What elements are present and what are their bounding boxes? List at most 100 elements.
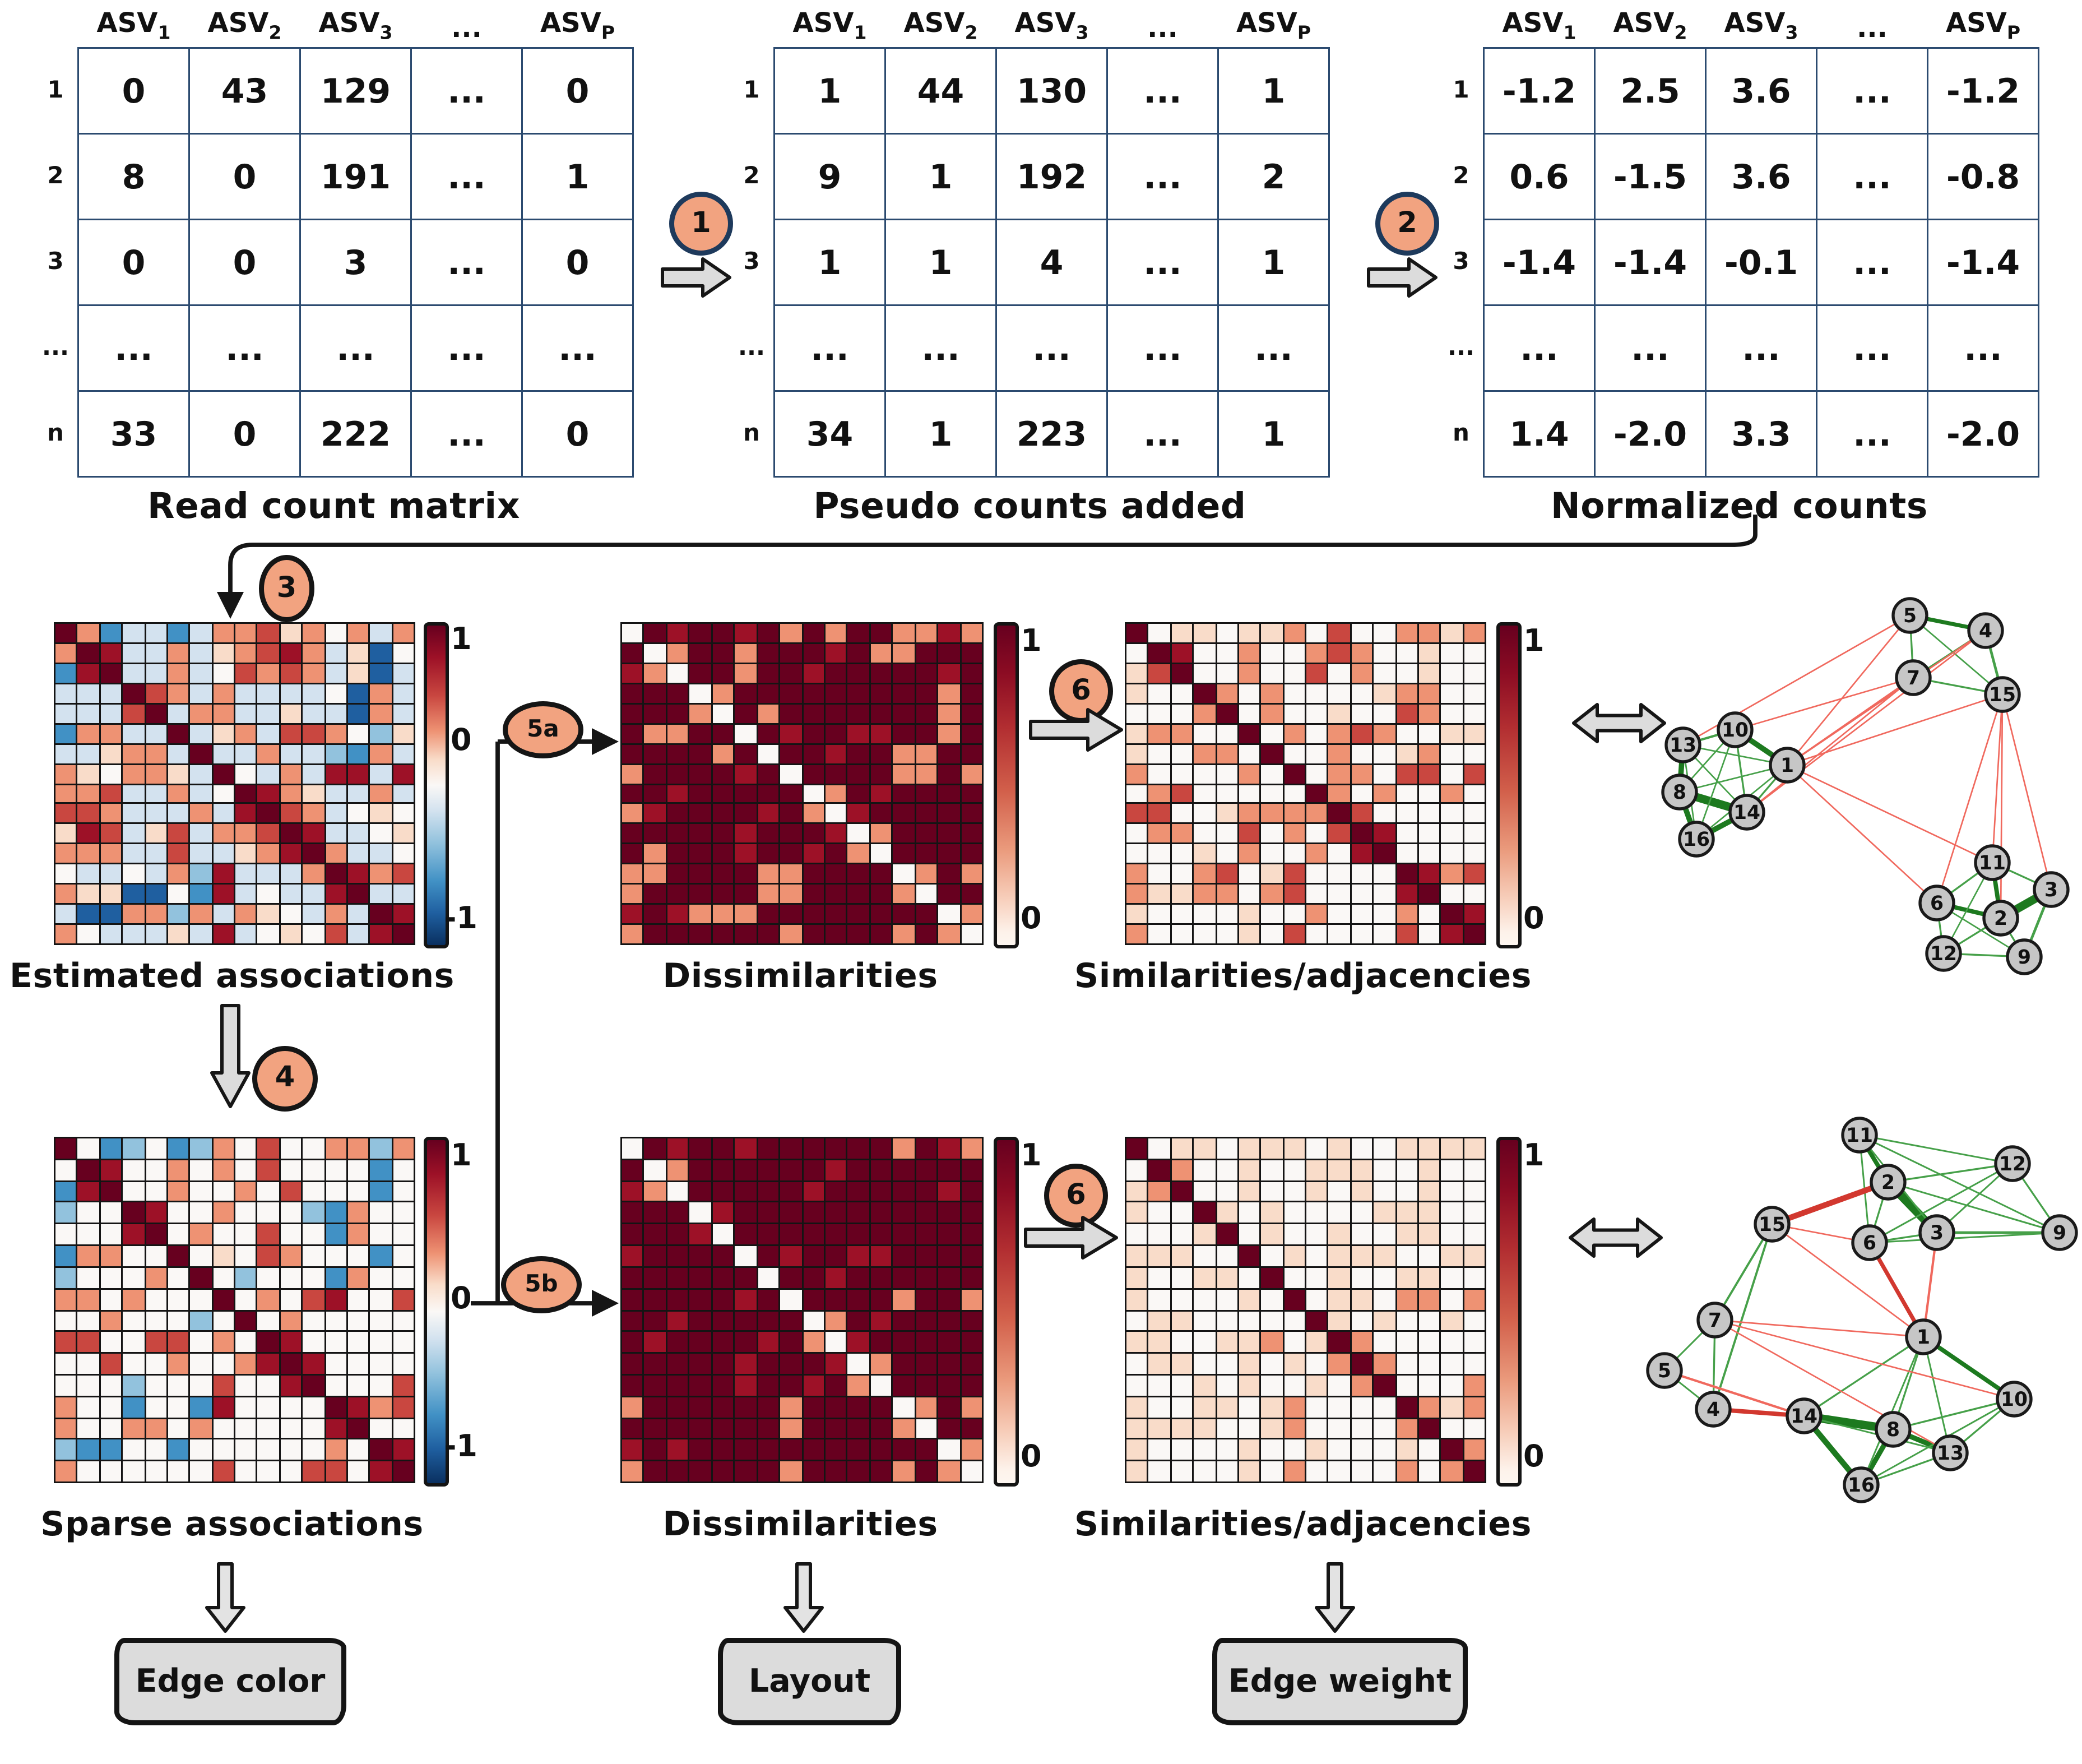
heatmap-cell <box>1171 864 1193 883</box>
heatmap-cell <box>145 885 166 904</box>
heatmap-cell <box>168 844 189 863</box>
heatmap-cell <box>916 1160 937 1180</box>
heatmap-cell <box>190 1332 211 1353</box>
heatmap-cell <box>870 825 892 843</box>
network-edge <box>2000 693 2004 919</box>
heatmap-cell <box>870 1354 892 1374</box>
heatmap-cell <box>1441 1375 1462 1396</box>
heatmap-cell <box>870 1224 892 1245</box>
heatmap-cell <box>1126 1332 1148 1353</box>
heatmap-cell <box>803 704 824 723</box>
heatmap-cell <box>848 784 869 803</box>
heatmap-cell <box>1441 643 1462 663</box>
heatmap-cell <box>1126 1160 1148 1180</box>
row-label: 1 <box>743 77 760 104</box>
heatmap-cell <box>1351 664 1372 683</box>
heatmap-cell <box>735 784 756 803</box>
count-cell: 222 <box>299 390 412 478</box>
heatmap-cell <box>190 1354 211 1374</box>
row-label: 2 <box>47 163 64 190</box>
network-edge <box>1803 1336 1925 1417</box>
heatmap-cell <box>212 1332 234 1353</box>
heatmap-cell <box>347 1418 369 1439</box>
heatmap-cell <box>303 825 324 843</box>
heatmap-cell <box>735 643 756 663</box>
heatmap-cell <box>735 1461 756 1481</box>
heatmap-cell <box>1441 1461 1462 1481</box>
heatmap-cell <box>1239 744 1260 763</box>
heatmap-cell <box>1329 684 1350 703</box>
heatmap-cell <box>757 744 779 763</box>
heatmap-cell <box>916 1311 937 1331</box>
heatmap-cell <box>370 1397 391 1417</box>
heatmap-cell <box>1306 844 1328 863</box>
heatmap-cell <box>780 1311 801 1331</box>
heatmap-cell <box>644 643 666 663</box>
heatmap-cell <box>916 885 937 904</box>
heatmap-cell <box>190 784 211 803</box>
heatmap-cell <box>667 925 688 943</box>
count-cell: -1.5 <box>1594 133 1707 220</box>
layout-box: Layout <box>718 1638 901 1725</box>
heatmap-cell <box>1239 764 1260 783</box>
count-cell: 1 <box>1217 219 1330 306</box>
heatmap-cell <box>347 844 369 863</box>
heatmap-cell <box>258 1289 279 1309</box>
heatmap-cell <box>1126 744 1148 763</box>
count-cell: 1 <box>773 47 886 135</box>
heatmap-cell <box>303 664 324 683</box>
heatmap-cell <box>1441 864 1462 883</box>
count-cell: 1 <box>1217 47 1330 135</box>
heatmap-cell <box>961 1289 982 1309</box>
heatmap-cell <box>1283 1354 1305 1374</box>
network-node-label: 16 <box>1683 828 1710 851</box>
heatmap-cell <box>78 1246 99 1266</box>
count-matrix-grid: ASV1 ASV2 ASV3... ASVP 1 -1.2 2.5 3.6... -1.2 2 0.… <box>1439 3 2039 478</box>
heatmap-cell <box>392 1160 414 1180</box>
count-cell: ... <box>1106 47 1219 135</box>
heatmap-cell <box>1329 664 1350 683</box>
heatmap-cell <box>1149 684 1170 703</box>
heatmap-cell <box>1396 925 1417 943</box>
heatmap-cell <box>168 784 189 803</box>
heatmap-cell <box>1329 784 1350 803</box>
thin-down-arrow-icon <box>205 1562 245 1633</box>
heatmap-cell <box>1261 1138 1282 1159</box>
heatmap-cell <box>325 905 346 924</box>
heatmap-cell <box>961 925 982 943</box>
heatmap-cell <box>78 1267 99 1288</box>
heatmap-cell <box>280 864 302 883</box>
heatmap-cell <box>848 804 869 823</box>
count-cell: 129 <box>299 47 412 135</box>
heatmap-cell <box>1239 1289 1260 1309</box>
heatmap-cell <box>258 1160 279 1180</box>
heatmap-cell <box>1351 704 1372 723</box>
network-node <box>1717 711 1754 748</box>
heatmap-cell <box>848 1181 869 1202</box>
heatmap-cell <box>212 764 234 783</box>
heatmap-cell <box>212 664 234 683</box>
heatmap-cell <box>712 1397 734 1417</box>
heatmap-cell <box>757 1440 779 1460</box>
heatmap-cell <box>1441 1311 1462 1331</box>
heatmap-cell <box>1374 1461 1395 1481</box>
heatmap-cell <box>870 1418 892 1439</box>
heatmap-cell <box>325 1461 346 1481</box>
heatmap-cell <box>1261 1418 1282 1439</box>
heatmap-cell <box>1374 864 1395 883</box>
heatmap-cell <box>1283 1289 1305 1309</box>
heatmap-cell <box>1171 643 1193 663</box>
heatmap-cell <box>757 664 779 683</box>
heatmap-cell <box>689 684 711 703</box>
heatmap-cell <box>1171 764 1193 783</box>
heatmap-cell <box>1239 1354 1260 1374</box>
heatmap-cell <box>1216 1203 1237 1223</box>
heatmap-cell <box>803 643 824 663</box>
heatmap-cell <box>1283 1461 1305 1481</box>
heatmap-cell <box>190 1246 211 1266</box>
heatmap-cell <box>100 1267 122 1288</box>
step-4-badge: 4 <box>252 1046 318 1112</box>
heatmap-cell <box>667 1332 688 1353</box>
heatmap-cell <box>1283 1375 1305 1396</box>
count-cell: 0 <box>521 47 634 135</box>
